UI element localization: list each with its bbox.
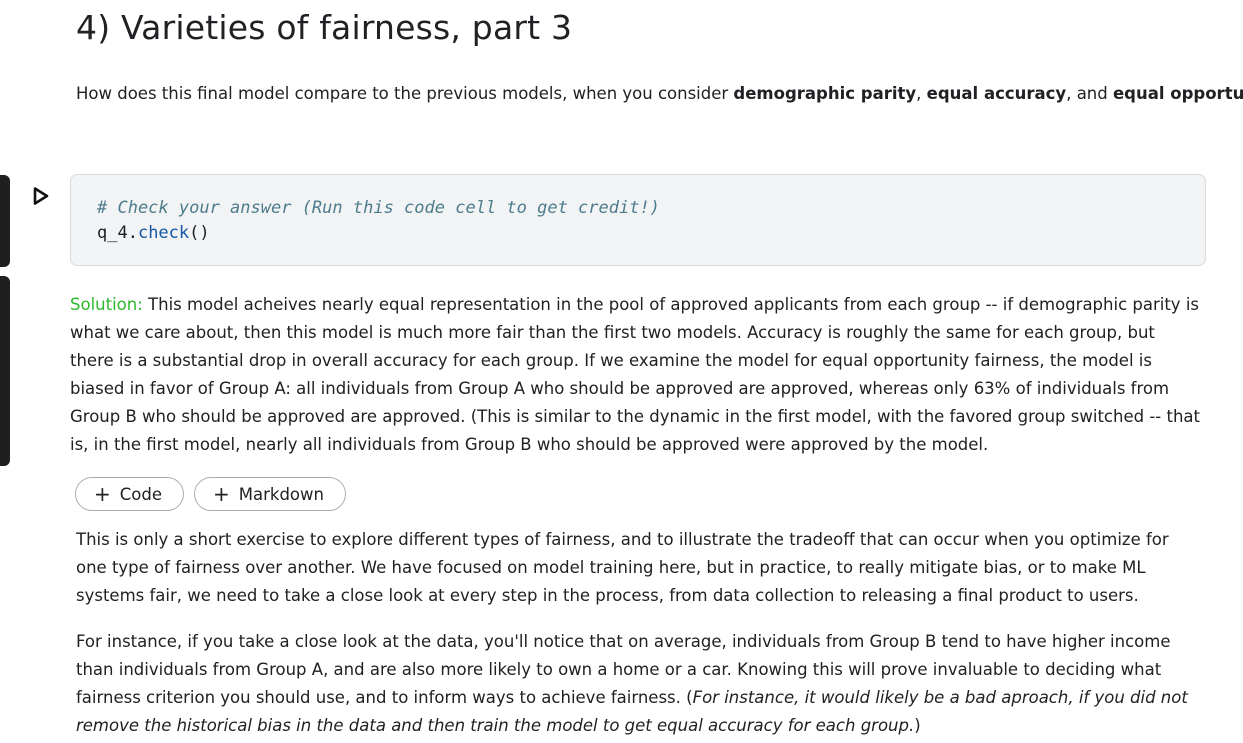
paragraph-close: ) (914, 716, 921, 735)
term-equal-accuracy: equal accuracy (926, 84, 1067, 103)
markdown-paragraph: For instance, if you take a close look a… (76, 628, 1201, 740)
term-equal-opportunity: equal opportunity (1112, 84, 1243, 103)
code-function: check (137, 223, 190, 243)
code-args: () (189, 223, 210, 243)
question-prefix: How does this final model compare to the… (76, 84, 734, 103)
code-object: q_4. (97, 223, 138, 243)
solution-output: Solution: This model acheives nearly equ… (70, 291, 1200, 459)
section-heading: 4) Varieties of fairness, part 3 (76, 8, 573, 47)
run-cell-button[interactable] (32, 186, 50, 206)
play-triangle-icon (33, 187, 49, 205)
markdown-paragraph: This is only a short exercise to explore… (76, 530, 1169, 605)
plus-icon: + (94, 482, 111, 506)
add-markdown-cell-button[interactable]: + Markdown (194, 477, 346, 511)
question-separator: , and (1066, 84, 1113, 103)
plus-icon: + (213, 482, 230, 506)
solution-text: This model acheives nearly equal represe… (70, 295, 1200, 454)
paragraph-italic-note: For instance, it would likely be a bad a… (76, 688, 1188, 735)
output-focus-bar (0, 276, 10, 466)
term-demographic-parity: demographic parity (733, 84, 917, 103)
question-text: How does this final model compare to the… (76, 81, 1243, 107)
code-comment: # Check your answer (Run this code cell … (97, 198, 660, 218)
paragraph-text: For instance, if you take a close look a… (76, 632, 1171, 707)
solution-label: Solution: (70, 295, 143, 314)
code-statement: q_4.check() (97, 223, 210, 243)
cell-focus-bar (0, 175, 10, 267)
code-cell-editor[interactable]: # Check your answer (Run this code cell … (70, 174, 1206, 266)
add-markdown-label: Markdown (238, 484, 324, 504)
add-code-label: Code (119, 484, 163, 504)
question-separator: , (916, 84, 927, 103)
add-code-cell-button[interactable]: + Code (75, 477, 184, 511)
